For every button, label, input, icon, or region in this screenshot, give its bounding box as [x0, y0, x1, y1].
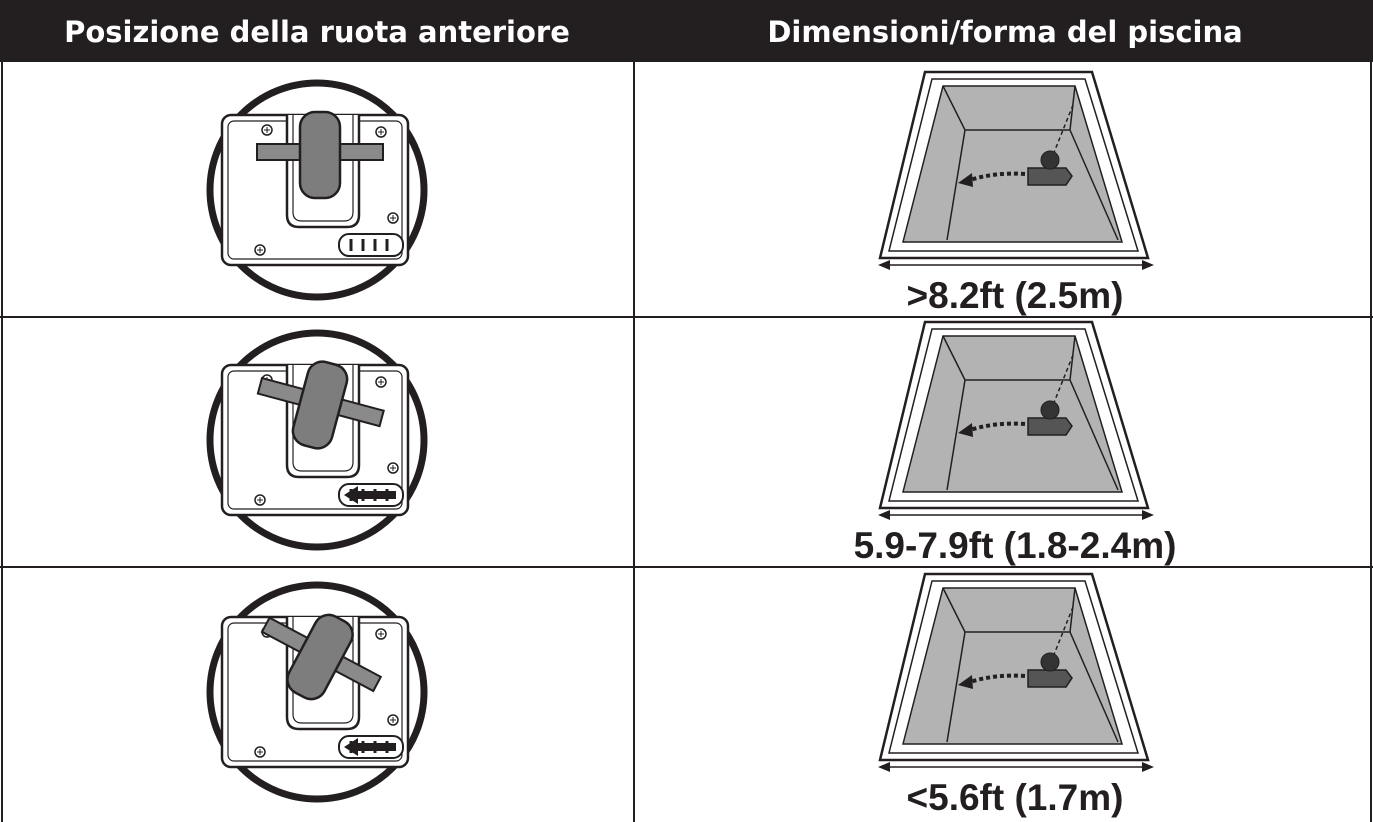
header-cell: Posizione della ruota anteriore [64, 15, 570, 49]
slider-arrow [344, 486, 396, 504]
pool-illustration [876, 70, 1156, 272]
header-cell: Dimensioni/forma del piscina [767, 15, 1242, 49]
pool-size-label: <5.6ft (1.7m) [907, 777, 1124, 818]
slider-arrow [344, 738, 396, 756]
pool-size-label: >8.2ft (2.5m) [907, 275, 1124, 316]
header-bar [0, 0, 1373, 62]
table-body: >8.2ft (2.5m) 5.9-7.9ft (1.8-2.4m) <5.6ft … [210, 70, 1177, 818]
pool-size-label: 5.9-7.9ft (1.8-2.4m) [854, 525, 1177, 566]
pool-illustration [876, 320, 1156, 522]
pool-illustration [876, 572, 1156, 774]
